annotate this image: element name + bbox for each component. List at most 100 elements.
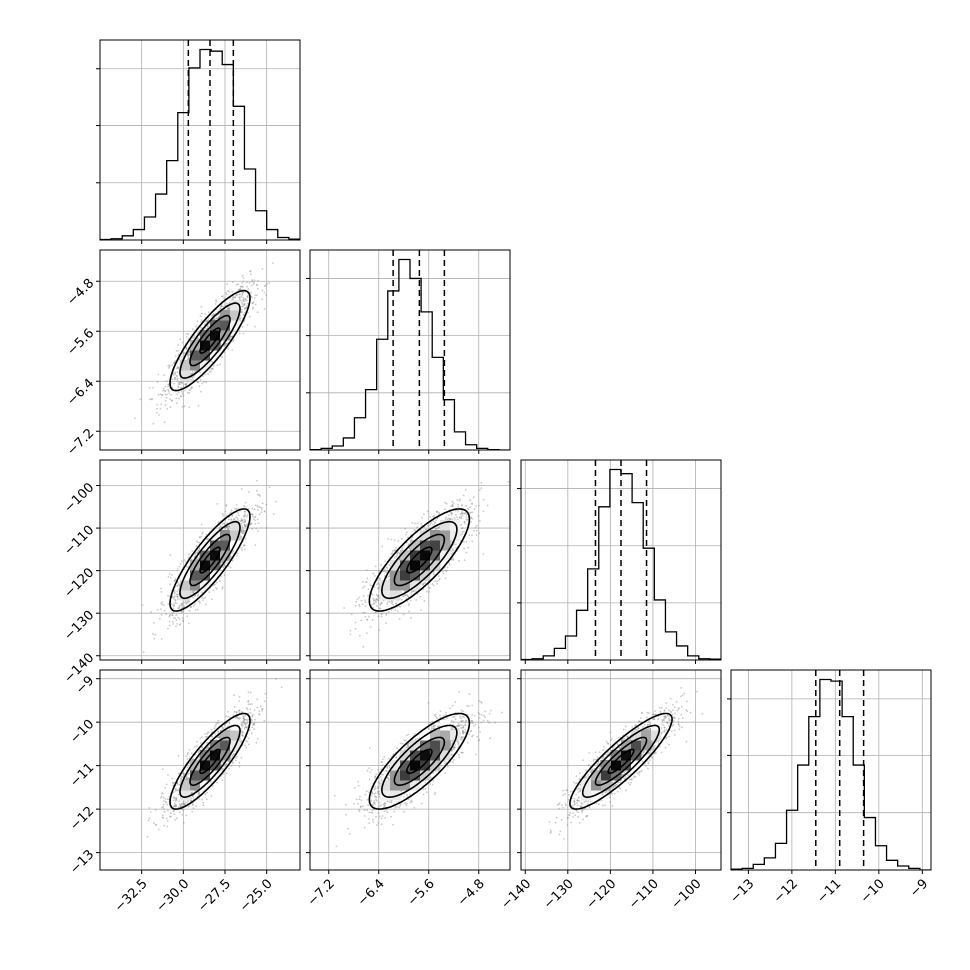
sample-point	[241, 520, 243, 522]
sample-point	[245, 306, 248, 309]
sample-point	[188, 406, 191, 409]
sample-point	[237, 283, 240, 285]
sample-point	[178, 604, 181, 607]
sample-point	[193, 590, 196, 592]
sample-point	[202, 375, 204, 377]
sample-point	[172, 374, 175, 376]
sample-point	[385, 571, 388, 574]
sample-point	[231, 290, 234, 293]
density-cell	[200, 560, 211, 571]
sample-point	[433, 514, 435, 517]
sample-point	[243, 518, 246, 521]
sample-point	[223, 297, 226, 300]
sample-point	[258, 513, 261, 516]
sample-point	[175, 397, 178, 400]
sample-point	[240, 299, 243, 302]
sample-point	[185, 603, 188, 605]
sample-point	[171, 378, 174, 381]
sample-point	[451, 512, 454, 515]
sample-point	[381, 545, 384, 548]
sample-point	[413, 590, 415, 593]
sample-point	[425, 590, 428, 593]
sample-point	[234, 295, 237, 297]
sample-point	[181, 611, 184, 614]
sample-point	[201, 533, 204, 535]
sample-point	[223, 564, 226, 566]
sample-point	[221, 356, 224, 359]
sample-point	[211, 315, 214, 318]
sample-point	[200, 326, 202, 329]
sample-point	[239, 296, 241, 299]
sample-point	[188, 392, 191, 394]
sample-point	[173, 361, 176, 364]
sample-point	[215, 300, 218, 303]
sample-point	[201, 596, 204, 598]
sample-point	[414, 522, 416, 525]
sample-point	[391, 552, 394, 555]
sample-point	[175, 619, 178, 622]
sample-point	[161, 603, 164, 606]
sample-point	[398, 552, 401, 555]
sample-point	[241, 294, 244, 296]
sample-point	[241, 282, 243, 284]
sample-point	[226, 561, 228, 564]
sample-point	[250, 273, 252, 276]
sample-point	[384, 560, 387, 562]
sample-point	[201, 319, 203, 321]
contour-3	[169, 508, 251, 612]
sample-point	[219, 524, 222, 527]
sample-point	[197, 549, 200, 552]
sample-point	[463, 559, 466, 561]
sample-point	[250, 291, 252, 294]
sample-point	[241, 291, 244, 294]
sample-point	[242, 296, 245, 299]
sample-point	[197, 338, 200, 341]
sample-point	[207, 373, 209, 375]
sample-point	[200, 321, 203, 323]
sample-point	[164, 390, 166, 392]
sample-point	[181, 358, 183, 361]
sample-point	[245, 306, 247, 309]
density-cell	[180, 360, 191, 371]
sample-point	[426, 510, 429, 513]
sample-point	[253, 508, 256, 510]
sample-point	[387, 575, 390, 578]
sample-point	[171, 596, 174, 599]
sample-point	[343, 607, 345, 609]
sample-point	[186, 354, 189, 357]
sample-point	[221, 561, 223, 563]
sample-point	[260, 506, 263, 509]
sample-point	[243, 510, 246, 513]
sample-point	[181, 341, 184, 344]
sample-point	[410, 538, 413, 541]
contour-2	[179, 520, 241, 600]
sample-point	[471, 534, 473, 537]
sample-point	[354, 621, 357, 624]
sample-point	[464, 522, 466, 525]
sample-point	[385, 612, 388, 615]
sample-point	[167, 367, 170, 369]
sample-point	[236, 518, 239, 521]
sample-point	[174, 601, 177, 604]
sample-point	[422, 584, 425, 587]
sample-point	[471, 503, 473, 505]
sample-point	[197, 404, 200, 407]
sample-point	[167, 595, 169, 597]
sample-point	[179, 381, 181, 384]
sample-point	[246, 296, 249, 299]
sample-point	[228, 307, 231, 310]
sample-point	[471, 540, 474, 543]
sample-point	[465, 551, 468, 554]
sample-point	[179, 562, 182, 565]
sample-point	[225, 504, 228, 506]
sample-point	[171, 399, 173, 402]
sample-point	[190, 606, 192, 609]
sample-point	[205, 320, 207, 323]
density-cell	[220, 540, 231, 551]
sample-point	[382, 570, 385, 572]
sample-point	[195, 540, 198, 542]
sample-point	[211, 314, 214, 317]
sample-point	[408, 602, 411, 605]
sample-point	[158, 617, 161, 620]
sample-point	[186, 615, 189, 618]
